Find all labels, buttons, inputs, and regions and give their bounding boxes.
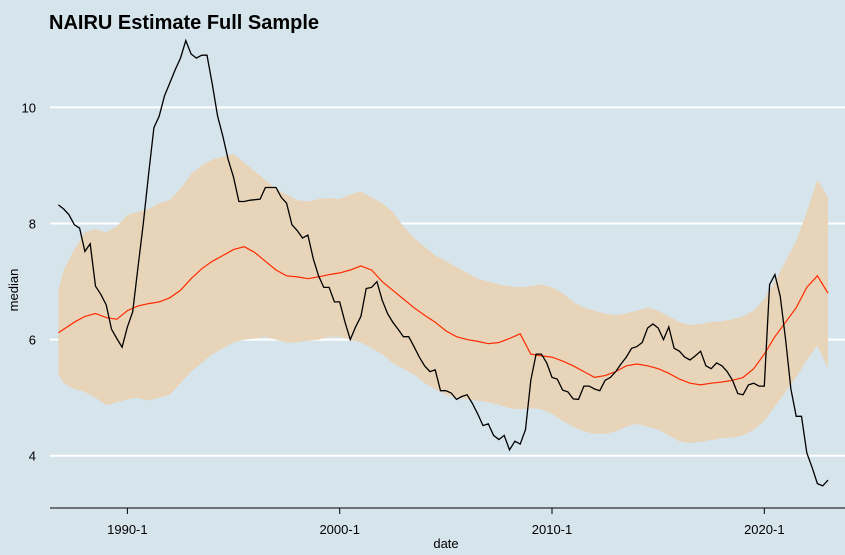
x-axis-ticks: 1990-1 2000-1 2010-1 2020-1 <box>107 508 785 537</box>
confidence-band <box>58 153 828 443</box>
x-tick-label: 1990-1 <box>107 522 147 537</box>
x-tick-label: 2020-1 <box>744 522 784 537</box>
median-line <box>58 246 829 386</box>
chart-title: NAIRU Estimate Full Sample <box>49 12 319 34</box>
x-tick-label: 2000-1 <box>319 522 359 537</box>
y-axis-label: median <box>6 269 21 312</box>
y-axis-ticks: 4 6 8 10 <box>22 100 36 463</box>
y-tick-label: 6 <box>29 333 36 348</box>
y-tick-label: 10 <box>22 100 36 115</box>
y-tick-label: 4 <box>29 449 36 464</box>
y-tick-label: 8 <box>29 217 36 232</box>
x-tick-label: 2010-1 <box>532 522 572 537</box>
unemployment-line <box>58 38 829 487</box>
x-axis-label: date <box>433 536 458 551</box>
